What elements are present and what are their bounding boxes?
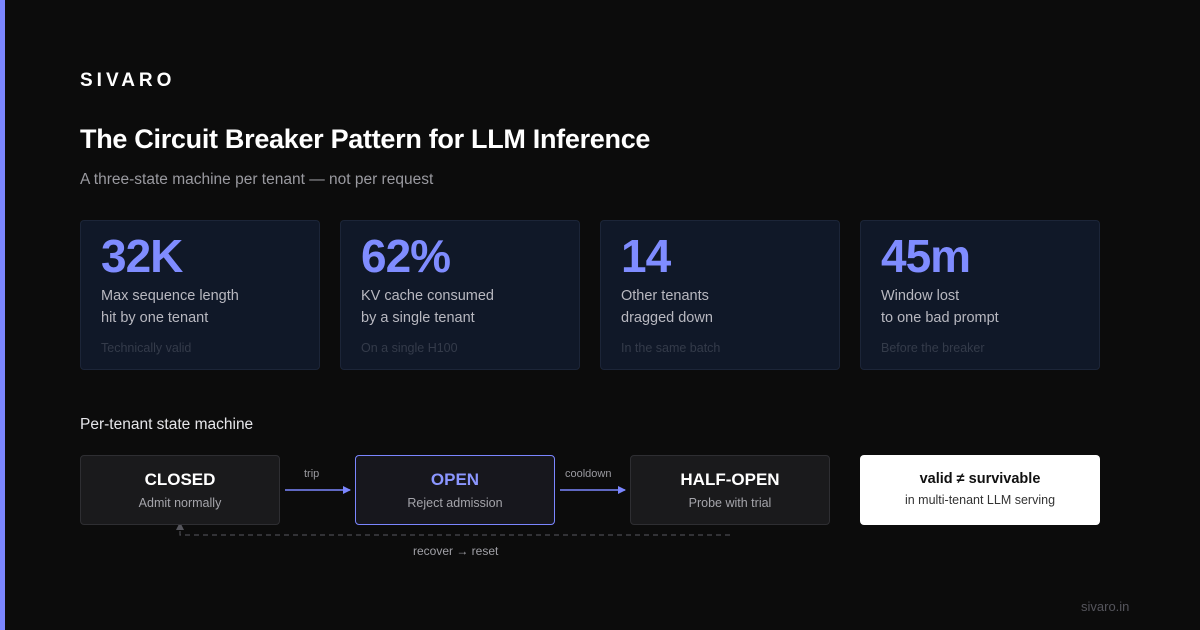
- stat-label: KV cache consumed by a single tenant: [361, 285, 494, 329]
- callout-box: valid ≠ survivable in multi-tenant LLM s…: [860, 455, 1100, 525]
- brand-logo: SIVARO: [80, 70, 176, 91]
- stat-value: 62%: [361, 230, 451, 282]
- recover-arrow: [179, 524, 730, 536]
- state-desc: Admit normally: [138, 496, 222, 510]
- stat-note: Before the breaker: [881, 341, 985, 355]
- stat-label: Window lost to one bad prompt: [881, 285, 999, 329]
- stat-note: In the same batch: [621, 341, 721, 355]
- stat-note: Technically valid: [101, 341, 192, 355]
- state-name: CLOSED: [144, 470, 216, 489]
- stat-note: On a single H100: [361, 341, 458, 355]
- callout-main: valid ≠ survivable: [919, 471, 1041, 487]
- callout-sub: in multi-tenant LLM serving: [904, 493, 1056, 507]
- state-name: HALF-OPEN: [680, 470, 780, 489]
- stat-label-line: dragged down: [621, 310, 713, 326]
- stat-label-line: hit by one tenant: [101, 310, 209, 326]
- state-desc: Probe with trial: [688, 496, 772, 510]
- footer-url: sivaro.in: [1081, 599, 1130, 614]
- stat-value: 45m: [881, 230, 971, 282]
- stat-label: Max sequence length hit by one tenant: [101, 285, 239, 329]
- page-title: The Circuit Breaker Pattern for LLM Infe…: [80, 124, 651, 154]
- cooldown-label: cooldown: [565, 468, 612, 480]
- state-half-open: HALF-OPEN Probe with trial: [630, 455, 830, 525]
- state-open: OPEN Reject admission: [355, 455, 555, 525]
- stat-card-kv-cache: 62% KV cache consumed by a single tenant…: [340, 220, 580, 370]
- stat-label-line: KV cache consumed: [361, 288, 494, 304]
- state-desc: Reject admission: [407, 496, 503, 510]
- accent-bar: [0, 0, 5, 630]
- stat-card-window-lost: 45m Window lost to one bad prompt Before…: [860, 220, 1100, 370]
- stat-label-line: to one bad prompt: [881, 310, 999, 326]
- trip-label: trip: [304, 468, 320, 480]
- stat-card-other-tenants: 14 Other tenants dragged down In the sam…: [600, 220, 840, 370]
- stats-row: 32K Max sequence length hit by one tenan…: [80, 220, 1100, 370]
- stat-value: 14: [621, 230, 671, 282]
- stat-label: Other tenants dragged down: [621, 285, 713, 329]
- stat-label-line: Window lost: [881, 288, 960, 304]
- recover-label: recover → reset: [413, 544, 499, 558]
- stat-label-line: Other tenants: [621, 288, 709, 304]
- state-machine-label: Per-tenant state machine: [80, 416, 254, 433]
- stat-card-sequence-length: 32K Max sequence length hit by one tenan…: [80, 220, 320, 370]
- stat-label-line: by a single tenant: [361, 310, 475, 326]
- state-name: OPEN: [430, 470, 480, 489]
- page-subtitle: A three-state machine per tenant — not p…: [80, 171, 434, 188]
- state-closed: CLOSED Admit normally: [80, 455, 280, 525]
- stat-label-line: Max sequence length: [101, 288, 239, 304]
- stat-value: 32K: [101, 230, 183, 282]
